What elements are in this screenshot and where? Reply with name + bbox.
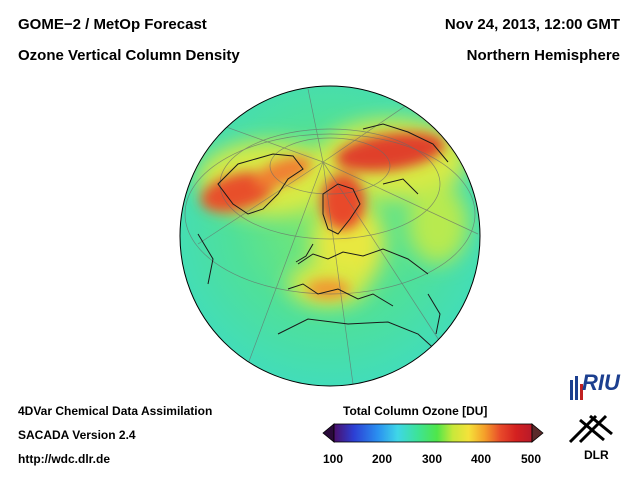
forecast-date: Nov 24, 2013, 12:00 GMT bbox=[444, 16, 620, 33]
colorbar-max-arrow bbox=[531, 423, 544, 443]
dlr-logo-text: DLR bbox=[584, 448, 609, 462]
ozone-globe-map bbox=[179, 85, 481, 387]
colorbar-tick-500: 500 bbox=[520, 452, 542, 466]
middle-east-coast bbox=[427, 293, 441, 335]
riu-logo-icon bbox=[570, 376, 583, 400]
ozone-colorbar bbox=[322, 423, 544, 443]
mediterranean-coast bbox=[287, 283, 394, 307]
greenland-outline bbox=[217, 153, 304, 215]
scandinavia-outline bbox=[322, 183, 361, 235]
coastlines bbox=[197, 123, 449, 355]
europe-coast bbox=[297, 248, 429, 275]
colorbar-title: Total Column Ozone [DU] bbox=[343, 404, 488, 418]
riu-logo-text: RIU bbox=[582, 370, 620, 395]
region-label: Northern Hemisphere bbox=[466, 47, 620, 64]
title-line-2: Ozone Vertical Column Density bbox=[18, 47, 240, 64]
assimilation-label: 4DVar Chemical Data Assimilation bbox=[18, 404, 213, 418]
north-america-coast bbox=[197, 233, 214, 285]
colorbar-tick-300: 300 bbox=[421, 452, 443, 466]
colorbar-gradient bbox=[333, 423, 533, 443]
colorbar-min-arrow bbox=[322, 423, 335, 443]
graticule-lines bbox=[184, 88, 479, 385]
globe-outline bbox=[179, 85, 481, 387]
siberia-coast bbox=[362, 123, 449, 163]
africa-coast bbox=[277, 318, 441, 355]
dlr-logo-icon bbox=[568, 414, 613, 444]
colorbar-tick-200: 200 bbox=[371, 452, 393, 466]
source-url[interactable]: http://wdc.dlr.de bbox=[18, 452, 110, 466]
colorbar-tick-400: 400 bbox=[470, 452, 492, 466]
version-label: SACADA Version 2.4 bbox=[18, 428, 136, 442]
arctic-islands bbox=[382, 178, 419, 195]
colorbar-tick-100: 100 bbox=[322, 452, 344, 466]
britain-outline bbox=[295, 243, 314, 263]
title-line-1: GOME−2 / MetOp Forecast bbox=[18, 16, 207, 33]
